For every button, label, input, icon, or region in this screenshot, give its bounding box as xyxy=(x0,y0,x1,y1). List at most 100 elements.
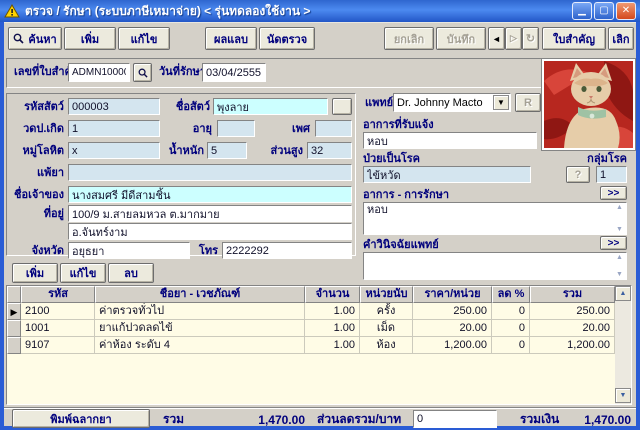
form-content: ค้นหา เพิ่ม แก้ไข ผลแลบ นัดตรวจ ยกเลิก บ… xyxy=(4,22,636,428)
disease-field[interactable] xyxy=(363,166,531,183)
total-label: รวม xyxy=(163,412,185,426)
search-button-label: ค้นหา xyxy=(28,33,57,46)
blood-label: หมู่โลหิต xyxy=(22,145,64,157)
doctor-select[interactable]: Dr. Johnny Macto ▼ xyxy=(393,93,511,112)
grand-total-value: 1,470.00 xyxy=(584,413,631,427)
allergy-label: แพ้ยา xyxy=(37,167,64,179)
cancel-button[interactable]: ยกเลิก xyxy=(384,27,434,50)
owner-name-field[interactable] xyxy=(68,186,352,203)
address2-field[interactable] xyxy=(68,223,352,240)
sex-label: เพศ xyxy=(292,123,310,135)
cell-discount: 0 xyxy=(492,337,530,354)
col-discount: ลด % xyxy=(492,286,530,303)
item-delete-button[interactable]: ลบ xyxy=(108,263,154,283)
cell-code: 9107 xyxy=(21,337,95,354)
appointment-button[interactable]: นัดตรวจ xyxy=(259,27,315,50)
phone-field[interactable] xyxy=(222,242,352,259)
cell-discount: 0 xyxy=(492,320,530,337)
weight-field[interactable] xyxy=(207,142,247,159)
save-button[interactable]: บันทึก xyxy=(436,27,486,50)
diagnosis-memo[interactable] xyxy=(363,252,627,280)
scroll-down-button[interactable]: ▼ xyxy=(615,388,631,403)
table-row[interactable]: ▶ 2100 ค่าตรวจทั่วไป 1.00 ครั้ง 250.00 0… xyxy=(7,303,615,320)
blood-field[interactable] xyxy=(68,142,160,159)
voucher-button[interactable]: ใบสำคัญ xyxy=(542,27,606,50)
chevron-down-icon[interactable]: ▼ xyxy=(493,95,509,110)
animal-lookup-button[interactable] xyxy=(332,98,352,115)
row-selector-cell xyxy=(7,337,21,354)
lab-result-button[interactable]: ผลแลบ xyxy=(205,27,257,50)
col-price: ราคา/หน่วย xyxy=(413,286,492,303)
cell-qty: 1.00 xyxy=(305,337,360,354)
cell-unit: ครั้ง xyxy=(360,303,413,320)
edit-button[interactable]: แก้ไข xyxy=(118,27,170,50)
doc-no-label: เลขที่ใบสำคัญ xyxy=(14,66,82,78)
weight-label: น้ำหนัก xyxy=(168,145,204,157)
discount-input[interactable] xyxy=(413,410,497,428)
discount-label: ส่วนลดรวม/บาท xyxy=(317,412,402,426)
next-record-button[interactable]: ▷ xyxy=(505,27,522,50)
cat-image xyxy=(544,61,633,148)
symptom-field[interactable] xyxy=(363,132,537,149)
cell-price: 1,200.00 xyxy=(413,337,492,354)
address-label: ที่อยู่ xyxy=(43,208,64,220)
treatment-expand-button[interactable]: >> xyxy=(600,186,627,200)
address1-field[interactable] xyxy=(68,205,352,222)
animal-code-field[interactable] xyxy=(68,98,160,115)
animal-name-field[interactable] xyxy=(213,98,328,115)
cell-price: 250.00 xyxy=(413,303,492,320)
cell-qty: 1.00 xyxy=(305,303,360,320)
grand-total-label: รวมเงิน xyxy=(520,412,560,426)
item-add-button[interactable]: เพิ่ม xyxy=(12,263,58,283)
treatment-memo[interactable]: หอบ xyxy=(363,202,627,235)
window-title: ตรวจ / รักษา (ระบบภาษีเหมาจ่าย) < รุ่นทด… xyxy=(25,3,311,18)
add-button[interactable]: เพิ่ม xyxy=(64,27,116,50)
refresh-icon: ↻ xyxy=(525,33,536,45)
doc-search-button[interactable] xyxy=(133,63,152,82)
pet-photo xyxy=(541,58,636,151)
table-row[interactable]: 9107 ค่าห้อง ระดับ 4 1.00 ห้อง 1,200.00 … xyxy=(7,337,615,354)
height-field[interactable] xyxy=(307,142,352,159)
age-label: อายุ xyxy=(192,123,212,135)
disease-group-label: กลุ่มโรค xyxy=(587,153,627,165)
cell-unit: ห้อง xyxy=(360,337,413,354)
allergy-field[interactable] xyxy=(68,164,352,181)
birth-field[interactable] xyxy=(68,120,160,137)
row-selector-cell xyxy=(7,320,21,337)
scroll-up-icon: ▲ xyxy=(616,204,623,211)
close-button[interactable]: ✕ xyxy=(616,2,636,20)
disease-label: ป่วยเป็นโรค xyxy=(363,153,421,165)
doc-no-field[interactable] xyxy=(68,63,130,82)
search-button[interactable]: ค้นหา xyxy=(8,27,62,50)
maximize-button[interactable]: ▢ xyxy=(594,2,614,20)
cell-name: ค่าห้อง ระดับ 4 xyxy=(95,337,305,354)
print-label-button[interactable]: พิมพ์ฉลากยา xyxy=(12,409,150,428)
cell-total: 1,200.00 xyxy=(530,337,615,354)
item-edit-button[interactable]: แก้ไข xyxy=(60,263,106,283)
exit-button[interactable]: เลิก xyxy=(608,27,634,50)
cell-name: ค่าตรวจทั่วไป xyxy=(95,303,305,320)
disease-group-field[interactable] xyxy=(596,166,627,183)
table-row[interactable]: 1001 ยาแก้ปวดลดไข้ 1.00 เม็ด 20.00 0 20.… xyxy=(7,320,615,337)
minimize-button[interactable]: ▁ xyxy=(572,2,592,20)
cell-code: 1001 xyxy=(21,320,95,337)
right-arrow-icon: ▷ xyxy=(510,33,517,43)
disease-help-button[interactable]: ? xyxy=(566,166,590,183)
col-qty: จำนวน xyxy=(305,286,360,303)
province-field[interactable] xyxy=(68,242,190,259)
age-field[interactable] xyxy=(217,120,255,137)
diagnosis-expand-button[interactable]: >> xyxy=(600,236,627,250)
left-arrow-icon: ◄ xyxy=(492,33,501,44)
prev-record-button[interactable]: ◄ xyxy=(488,27,505,50)
table-scrollbar[interactable]: ▲ ▼ xyxy=(615,286,631,404)
doctor-value: Dr. Johnny Macto xyxy=(397,96,483,109)
table-header-row: รหัส ชื่อยา - เวชภัณฑ์ จำนวน หน่วยนับ รา… xyxy=(7,286,615,303)
scroll-up-button[interactable]: ▲ xyxy=(615,286,631,301)
r-button[interactable]: R xyxy=(515,93,541,112)
refresh-button[interactable]: ↻ xyxy=(522,27,539,50)
col-total: รวม xyxy=(530,286,615,303)
sex-field[interactable] xyxy=(315,120,352,137)
cell-total: 250.00 xyxy=(530,303,615,320)
treat-date-field[interactable] xyxy=(202,63,266,82)
